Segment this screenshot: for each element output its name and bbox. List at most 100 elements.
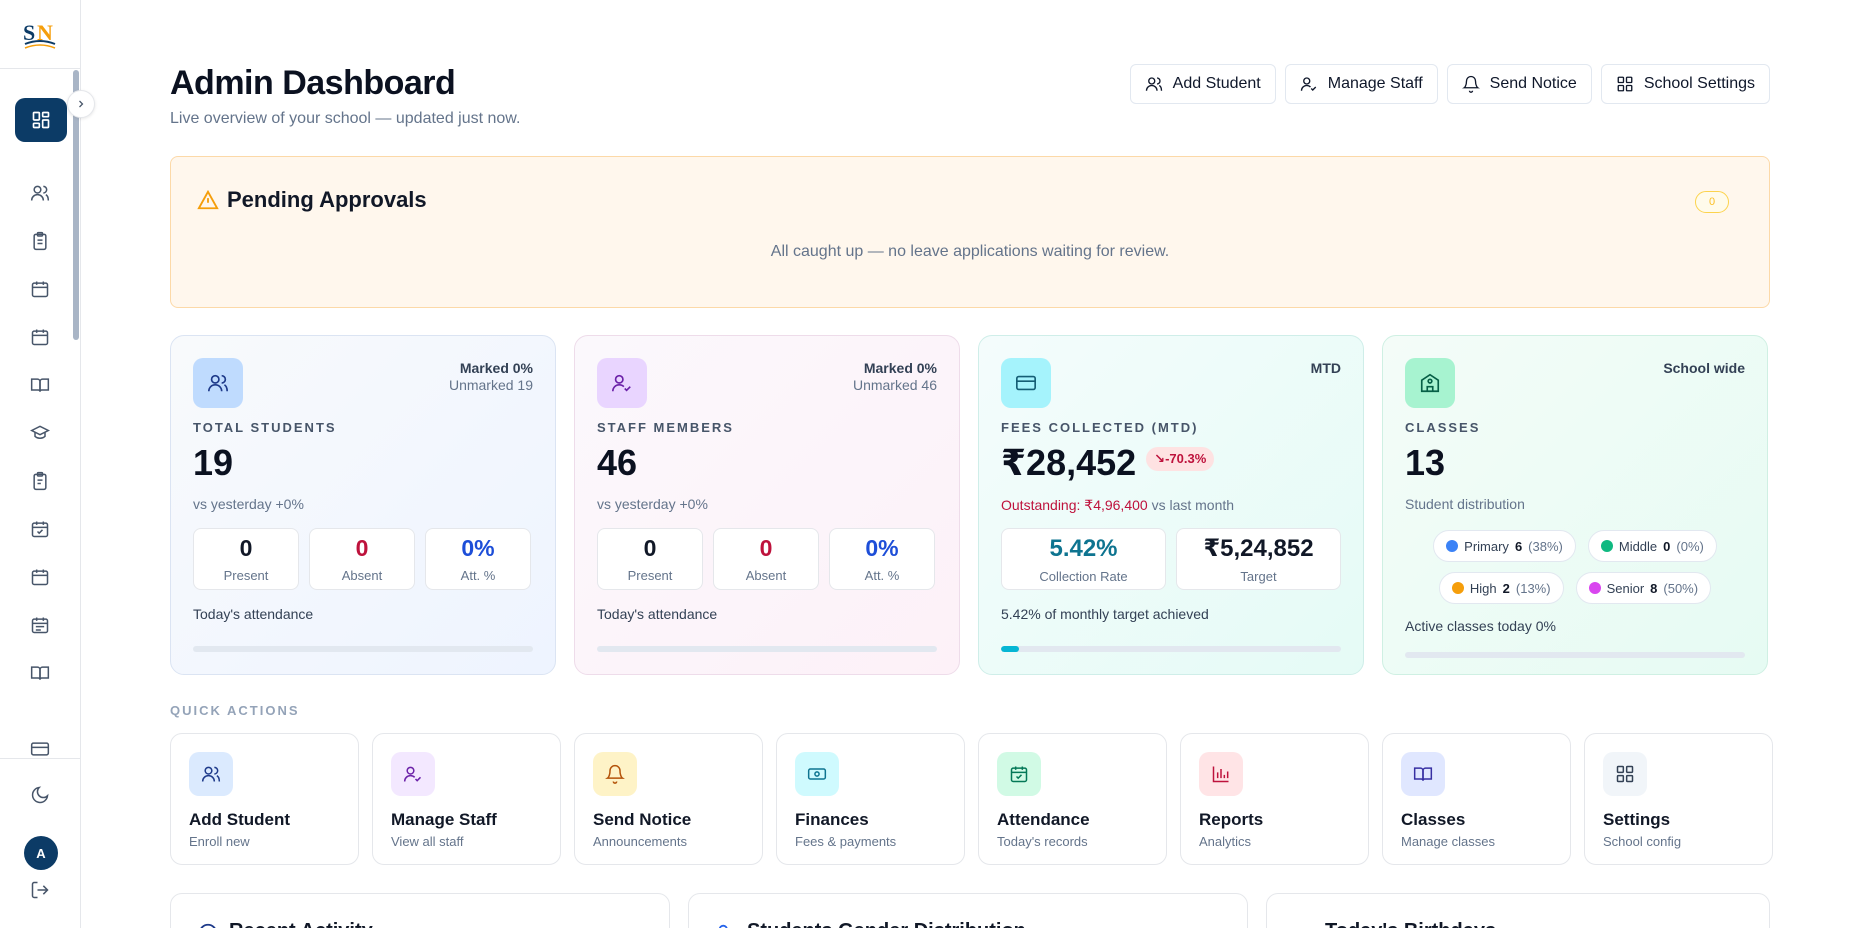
staff-marked: Marked 0% (863, 360, 937, 376)
users-icon (208, 374, 228, 392)
birthdays-title: Today's Birthdays (1325, 920, 1496, 928)
theme-toggle[interactable] (27, 782, 53, 808)
pill-high-count: 2 (1502, 580, 1510, 596)
book-icon (30, 666, 50, 680)
school-icon (1420, 373, 1440, 393)
fees-outstanding-value: ₹4,96,400 (1084, 497, 1148, 513)
pill-senior-name: Senior (1606, 580, 1645, 596)
sidebar-item-dashboard[interactable] (15, 98, 67, 142)
users-icon (1145, 77, 1162, 91)
logout-icon (31, 881, 49, 899)
students-attendance-summary: 0 Present 0 Absent 0% Att. % (193, 528, 531, 590)
dashboard-icon (32, 111, 50, 129)
users-icon (201, 766, 221, 782)
recent-activity-card: Recent Activity (170, 893, 670, 928)
staff-present-value: 0 (643, 535, 657, 561)
qa-finances-name: Finances (795, 810, 869, 829)
students-marked: Marked 0% (459, 360, 533, 376)
fees-summary: 5.42% Collection Rate ₹5,24,852 Target (1001, 528, 1341, 590)
students-absent-value: 0 (355, 535, 369, 561)
classes-tag: School wide (1663, 360, 1745, 377)
pill-middle-count: 0 (1663, 538, 1671, 554)
sidebar-item-assignments[interactable] (27, 228, 53, 254)
stat-card-fees[interactable]: MTD FEES COLLECTED (MTD) ₹28,452 ↘-70.3% … (978, 335, 1364, 675)
qa-reports[interactable]: Reports Analytics (1180, 733, 1369, 865)
students-absent-box: 0 Absent (309, 528, 415, 590)
sidebar-divider (0, 68, 80, 69)
calendar-check-icon (1010, 766, 1028, 783)
fees-rate-value: 5.42% (1049, 534, 1118, 562)
sidebar-item-exams[interactable] (27, 468, 53, 494)
sidebar-divider-bottom (0, 758, 80, 759)
qa-add-student-name: Add Student (189, 810, 291, 829)
qa-attendance[interactable]: Attendance Today's records (978, 733, 1167, 865)
logout-button[interactable] (27, 877, 53, 903)
sidebar-item-courses[interactable] (27, 660, 53, 686)
qa-add-student[interactable]: Add Student Enroll new (170, 733, 359, 865)
students-progress-bar (193, 646, 533, 652)
page-subtitle: Live overview of your school — updated j… (170, 110, 521, 127)
middle-dot (1600, 540, 1613, 552)
staff-compare: vs yesterday +0% (597, 496, 708, 512)
staff-footer: Today's attendance (597, 606, 718, 622)
manage-staff-label: Manage Staff (1327, 75, 1423, 92)
pill-middle-pct: (0%) (1676, 538, 1704, 554)
gender-distribution-card: Students Gender Distribution (688, 893, 1248, 928)
recent-activity-title: Recent Activity (229, 920, 373, 928)
send-notice-button[interactable]: Send Notice (1446, 64, 1592, 104)
sidebar-item-timetable[interactable] (27, 324, 53, 350)
qa-manage-staff-name: Manage Staff (391, 810, 497, 829)
main-content: Admin Dashboard Live overview of your sc… (170, 0, 1773, 928)
clipboard-icon (33, 231, 47, 251)
sidebar-item-payments[interactable] (27, 736, 53, 762)
senior-dot (1588, 582, 1601, 594)
manage-staff-button[interactable]: Manage Staff (1284, 64, 1438, 104)
sidebar-item-academics[interactable] (27, 420, 53, 446)
user-avatar[interactable]: A (24, 836, 58, 870)
pending-count-badge: 0 (1695, 191, 1729, 213)
qa-manage-staff[interactable]: Manage Staff View all staff (372, 733, 561, 865)
students-unmarked: Unmarked 19 (448, 377, 533, 393)
school-logo[interactable]: S N (21, 14, 59, 52)
add-student-button[interactable]: Add Student (1129, 64, 1276, 104)
qa-settings[interactable]: Settings School config (1584, 733, 1773, 865)
page-title: Admin Dashboard (170, 64, 456, 102)
sidebar-item-calendar[interactable] (27, 276, 53, 302)
qa-send-notice-name: Send Notice (593, 810, 692, 829)
sidebar-item-students[interactable] (27, 180, 53, 206)
stat-card-classes[interactable]: School wide CLASSES 13 Student distribut… (1382, 335, 1768, 675)
students-footer: Today's attendance (193, 606, 314, 622)
fees-outstanding-label: Outstanding: (1001, 497, 1081, 513)
students-marking-status: Marked 0% Unmarked 19 (449, 360, 533, 394)
sidebar-scrollbar[interactable] (73, 70, 79, 340)
fees-progress-fill (1001, 646, 1020, 652)
sidebar-collapse-button[interactable] (67, 90, 95, 118)
classes-value: 13 (1405, 442, 1446, 483)
stat-card-staff[interactable]: Marked 0% Unmarked 46 STAFF MEMBERS 46 v… (574, 335, 960, 675)
clock-icon (200, 923, 216, 928)
header-actions: Add Student Manage Staff Send Notice Sch… (1129, 64, 1770, 104)
grid-icon (1616, 765, 1634, 783)
pill-high-name: High (1469, 580, 1497, 596)
sidebar-item-library[interactable] (27, 372, 53, 398)
school-settings-button[interactable]: School Settings (1600, 64, 1770, 104)
classes-card-icon (1405, 358, 1455, 408)
staff-value: 46 (597, 442, 638, 483)
moon-icon (31, 786, 49, 804)
staff-att-box: 0% Att. % (829, 528, 935, 590)
calendar-range-icon (31, 617, 49, 634)
sidebar-item-attendance[interactable] (27, 516, 53, 542)
stat-card-students[interactable]: Marked 0% Unmarked 19 TOTAL STUDENTS 19 … (170, 335, 556, 675)
sidebar-item-events[interactable] (27, 564, 53, 590)
qa-manage-staff-icon-bg (391, 752, 435, 796)
credit-card-icon (1016, 375, 1036, 391)
pill-primary-name: Primary (1464, 538, 1509, 554)
qa-send-notice[interactable]: Send Notice Announcements (574, 733, 763, 865)
qa-classes[interactable]: Classes Manage classes (1382, 733, 1571, 865)
qa-finances[interactable]: Finances Fees & payments (776, 733, 965, 865)
sidebar-item-schedule[interactable] (27, 612, 53, 638)
students-card-icon (193, 358, 243, 408)
students-present-label: Present (223, 568, 269, 583)
qa-classes-icon-bg (1401, 752, 1445, 796)
user-check-icon (1300, 77, 1316, 91)
